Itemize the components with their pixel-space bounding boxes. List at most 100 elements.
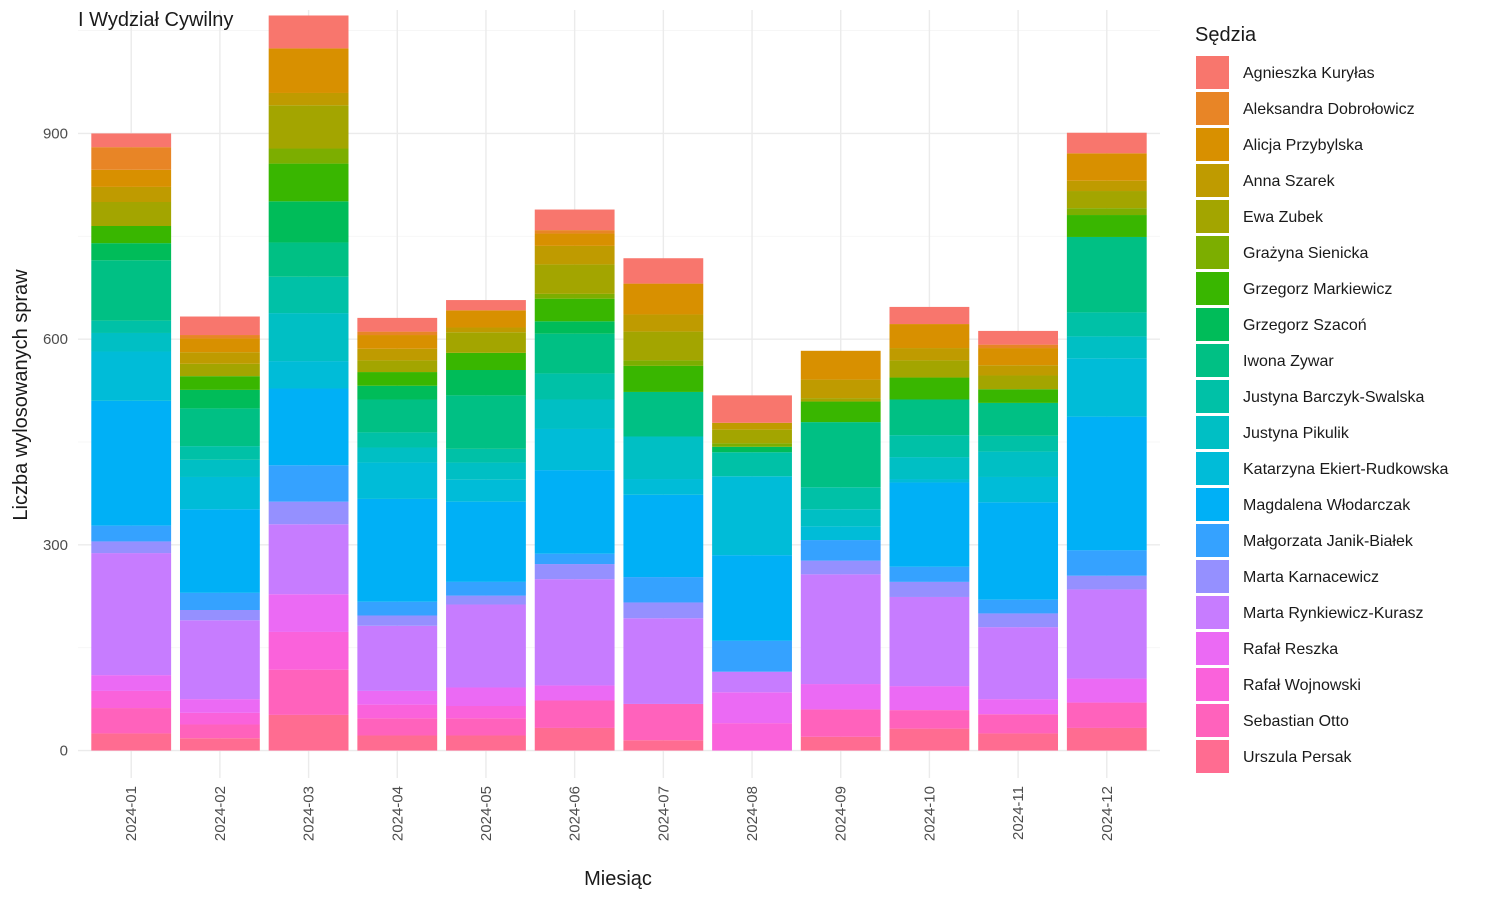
bar-segment	[978, 502, 1059, 600]
bar-segment	[91, 202, 172, 226]
bar-segment	[1066, 153, 1147, 181]
bar-stack-2024-10	[889, 306, 970, 751]
bar-segment	[800, 709, 881, 737]
bar-segment	[357, 718, 438, 736]
bar-segment	[889, 457, 970, 480]
bar-segment	[712, 692, 792, 724]
bar-segment	[357, 601, 438, 616]
bar-segment	[268, 313, 349, 362]
bar-segment	[446, 735, 526, 751]
bar-segment	[978, 613, 1059, 628]
bar-segment	[978, 344, 1059, 349]
bar-segment	[978, 733, 1059, 751]
bar-segment	[534, 399, 615, 429]
bar-segment	[446, 332, 526, 353]
bar-segment	[800, 350, 881, 380]
bar-segment	[446, 501, 526, 582]
bar-segment	[91, 133, 172, 148]
legend-swatch	[1196, 740, 1229, 773]
legend-label: Anna Szarek	[1243, 173, 1336, 190]
x-axis-title: Miesiąc	[584, 868, 652, 890]
bar-segment	[534, 553, 615, 565]
bar-segment	[1066, 727, 1147, 751]
bar-segment	[179, 724, 260, 739]
y-tick-label: 900	[43, 125, 68, 142]
bar-segment	[534, 230, 615, 234]
legend-item: Grażyna Sienicka	[1196, 236, 1368, 269]
bar-segment	[534, 264, 615, 294]
bar-segment	[889, 360, 970, 378]
bar-stack-2024-04	[357, 317, 438, 751]
bar-segment	[268, 631, 349, 670]
bar-segment	[978, 476, 1059, 503]
x-tick-label: 2024-12	[1099, 786, 1116, 841]
bar-segment	[1066, 589, 1147, 679]
bar-segment	[712, 395, 792, 423]
bar-segment	[534, 727, 615, 751]
bar-segment	[534, 298, 615, 322]
bar-segment	[91, 332, 172, 352]
bar-segment	[268, 361, 349, 389]
bar-segment	[268, 148, 349, 164]
legend-swatch	[1196, 272, 1229, 305]
bar-segment	[623, 331, 704, 361]
bar-segment	[268, 714, 349, 751]
bar-segment	[268, 105, 349, 149]
bar-segment	[179, 338, 260, 353]
legend-swatch	[1196, 344, 1229, 377]
bar-segment	[179, 712, 260, 725]
bar-segment	[800, 422, 881, 488]
legend-item: Urszula Persak	[1196, 740, 1352, 773]
bar-segment	[534, 333, 615, 374]
bar-segment	[978, 330, 1059, 345]
bar-segment	[357, 615, 438, 626]
bar-segment	[623, 494, 704, 578]
bar-segment	[978, 451, 1059, 477]
bar-segment	[534, 373, 615, 400]
bar-segment	[91, 320, 172, 333]
bar-segment	[179, 389, 260, 409]
bar-segment	[357, 432, 438, 448]
x-tick-label: 2024-09	[833, 786, 850, 841]
legend-item: Alicja Przybylska	[1196, 128, 1363, 161]
bar-segment	[268, 48, 349, 93]
legend-item: Agnieszka Kuryłas	[1196, 56, 1375, 89]
bar-segment	[1066, 575, 1147, 590]
legend-item: Marta Rynkiewicz-Kurasz	[1196, 596, 1423, 629]
bar-segment	[268, 388, 349, 466]
bar-stack-2024-11	[978, 330, 1059, 751]
bar-segment	[712, 555, 792, 641]
bar-segment	[179, 509, 260, 593]
bar-segment	[978, 348, 1059, 366]
bar-segment	[800, 540, 881, 561]
bar-segment	[446, 581, 526, 596]
bar-segment	[623, 602, 704, 619]
bar-segment	[357, 625, 438, 691]
legend-swatch	[1196, 200, 1229, 233]
bar-segment	[268, 465, 349, 502]
bar-segment	[978, 714, 1059, 734]
bar-segment	[800, 487, 881, 510]
bar-segment	[446, 718, 526, 736]
legend-swatch	[1196, 416, 1229, 449]
bar-segment	[179, 476, 260, 510]
bar-segment	[889, 728, 970, 751]
y-tick-label: 0	[60, 743, 68, 760]
bar-segment	[357, 690, 438, 705]
bar-segment	[91, 260, 172, 321]
x-tick-label: 2024-04	[389, 786, 406, 841]
bar-segment	[179, 352, 260, 364]
bar-segment	[534, 428, 615, 471]
bar-segment	[1066, 312, 1147, 337]
bar-segment	[268, 242, 349, 277]
bar-stack-2024-02	[179, 316, 260, 751]
bar-stack-2024-01	[91, 133, 172, 751]
legend-label: Aleksandra Dobrołowicz	[1243, 101, 1415, 118]
bar-segment	[534, 685, 615, 701]
legend-label: Urszula Persak	[1243, 749, 1352, 766]
legend-item: Grzegorz Szacoń	[1196, 308, 1367, 341]
bar-segment	[978, 375, 1059, 390]
bar-segment	[889, 435, 970, 458]
